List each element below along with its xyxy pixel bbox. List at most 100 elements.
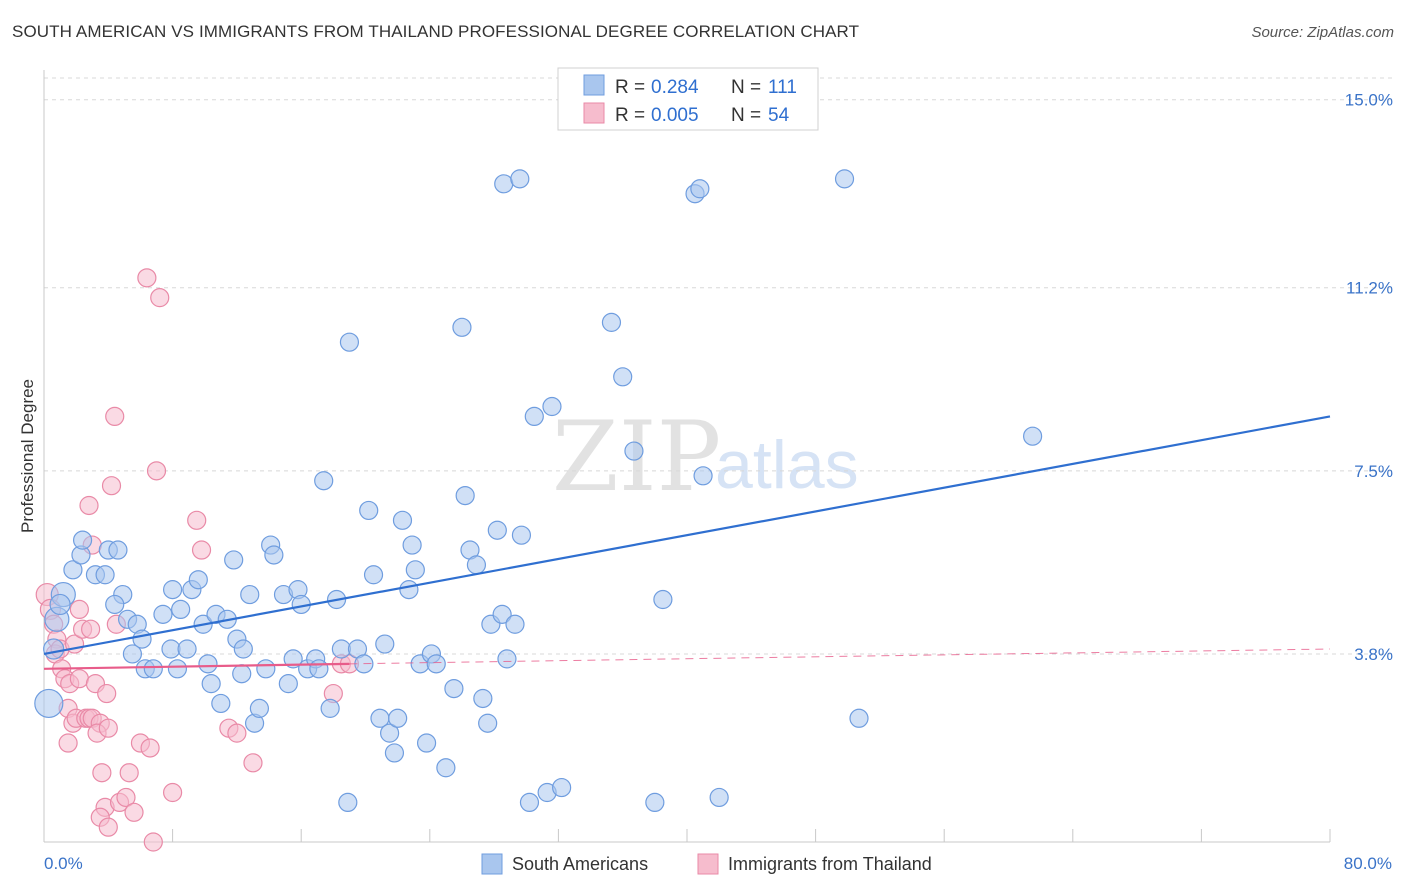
y-axis-title: Professional Degree (18, 379, 37, 533)
south-american-point (510, 169, 530, 189)
south-american-point (834, 169, 855, 189)
south-american-point (466, 555, 487, 575)
south-american-point (653, 589, 673, 610)
south-american-point (283, 649, 303, 669)
south-american-point (331, 639, 351, 659)
x-tick-label-max: 80.0% (1344, 854, 1392, 873)
south-american-point (34, 688, 64, 719)
south-american-point (167, 659, 188, 679)
bottom-legend-label-thailand: Immigrants from Thailand (728, 854, 932, 874)
south-american-point (108, 540, 128, 560)
y-tick-label-3: 15.0% (1345, 91, 1393, 110)
bottom-legend: South Americans Immigrants from Thailand (481, 853, 932, 875)
thailand-point (146, 461, 167, 481)
thailand-point (98, 718, 118, 738)
south-american-point (542, 396, 562, 417)
thailand-point (119, 763, 139, 783)
thailand-point (116, 787, 136, 808)
y-tick-labels: 3.8% 7.5% 11.2% 15.0% (1345, 91, 1393, 664)
south-american-point (161, 639, 181, 659)
thailand-point (187, 510, 207, 530)
south-american-point (153, 604, 173, 624)
thailand-point (81, 619, 101, 639)
south-american-point (402, 535, 422, 555)
thailand-point (191, 540, 212, 560)
y-tick-label-2: 11.2% (1346, 279, 1393, 298)
south-american-point (264, 545, 284, 565)
south-american-point (624, 441, 644, 461)
series-south-american-points (34, 169, 1043, 813)
south-american-point (224, 550, 244, 570)
legend-n-label-1: N = (731, 77, 761, 98)
legend-n-value-1: 111 (768, 77, 797, 98)
thailand-point (143, 832, 163, 852)
south-american-point (375, 634, 395, 654)
south-american-point (384, 743, 405, 763)
y-tick-label-1: 7.5% (1354, 462, 1393, 481)
south-american-point (505, 614, 525, 634)
legend-n-label-2: N = (731, 105, 761, 126)
south-american-point (43, 638, 65, 660)
legend-swatch-pink (583, 102, 605, 124)
south-american-point (709, 787, 729, 808)
thailand-point (124, 802, 144, 822)
south-american-point (492, 604, 512, 624)
south-american-point (309, 659, 329, 679)
south-american-point (473, 688, 493, 709)
south-american-point (249, 698, 270, 718)
south-american-point (478, 713, 498, 733)
south-american-point (452, 317, 472, 337)
south-american-point (455, 485, 475, 506)
thailand-point (243, 753, 263, 773)
bottom-legend-label-south-americans: South Americans (512, 854, 648, 874)
south-american-point (392, 510, 413, 530)
south-american-point (1023, 426, 1043, 446)
south-american-point (338, 792, 358, 813)
legend-box: R = 0.284 N = 111 R = 0.005 N = 54 (557, 67, 819, 131)
trend-line-thailand (43, 662, 350, 670)
south-american-point (143, 659, 163, 679)
legend-r-label-1: R = (615, 77, 645, 98)
south-american-point (163, 580, 183, 600)
south-american-point (497, 649, 517, 669)
south-american-point (380, 723, 400, 743)
south-american-point (363, 565, 384, 585)
thailand-point (105, 406, 125, 427)
trend-line-thailand-extension (349, 648, 1331, 665)
south-american-point (198, 654, 218, 674)
south-american-point (320, 698, 340, 718)
legend-r-label-2: R = (615, 105, 645, 126)
south-american-point (524, 406, 544, 427)
x-tick-label-min: 0.0% (44, 854, 83, 873)
south-american-point (444, 678, 464, 699)
south-american-point (519, 792, 540, 813)
south-american-point (511, 525, 532, 545)
south-american-point (201, 674, 221, 694)
south-american-point (405, 560, 425, 580)
south-american-point (388, 708, 408, 728)
south-american-point (105, 594, 125, 615)
trend-line-south-americans (43, 415, 1331, 656)
chart-title: SOUTH AMERICAN VS IMMIGRANTS FROM THAILA… (12, 22, 860, 41)
series-thailand-points (35, 268, 360, 852)
south-american-point (359, 500, 379, 521)
south-american-point (399, 580, 419, 600)
south-american-point (552, 777, 572, 798)
source-credit: Source: ZipAtlas.com (1251, 24, 1394, 41)
south-american-point (426, 654, 446, 674)
thailand-point (101, 476, 122, 496)
thailand-point (98, 817, 118, 837)
thailand-point (163, 782, 183, 803)
south-american-point (177, 639, 197, 659)
south-american-point (211, 693, 231, 714)
south-american-point (613, 367, 633, 387)
south-american-point (690, 179, 710, 199)
south-american-point (849, 708, 869, 728)
south-american-point (416, 733, 437, 753)
thailand-point (227, 723, 247, 743)
south-american-point (314, 471, 334, 491)
south-american-point (95, 565, 115, 585)
watermark: ZIP atlas (552, 401, 859, 513)
south-american-point (339, 332, 360, 352)
